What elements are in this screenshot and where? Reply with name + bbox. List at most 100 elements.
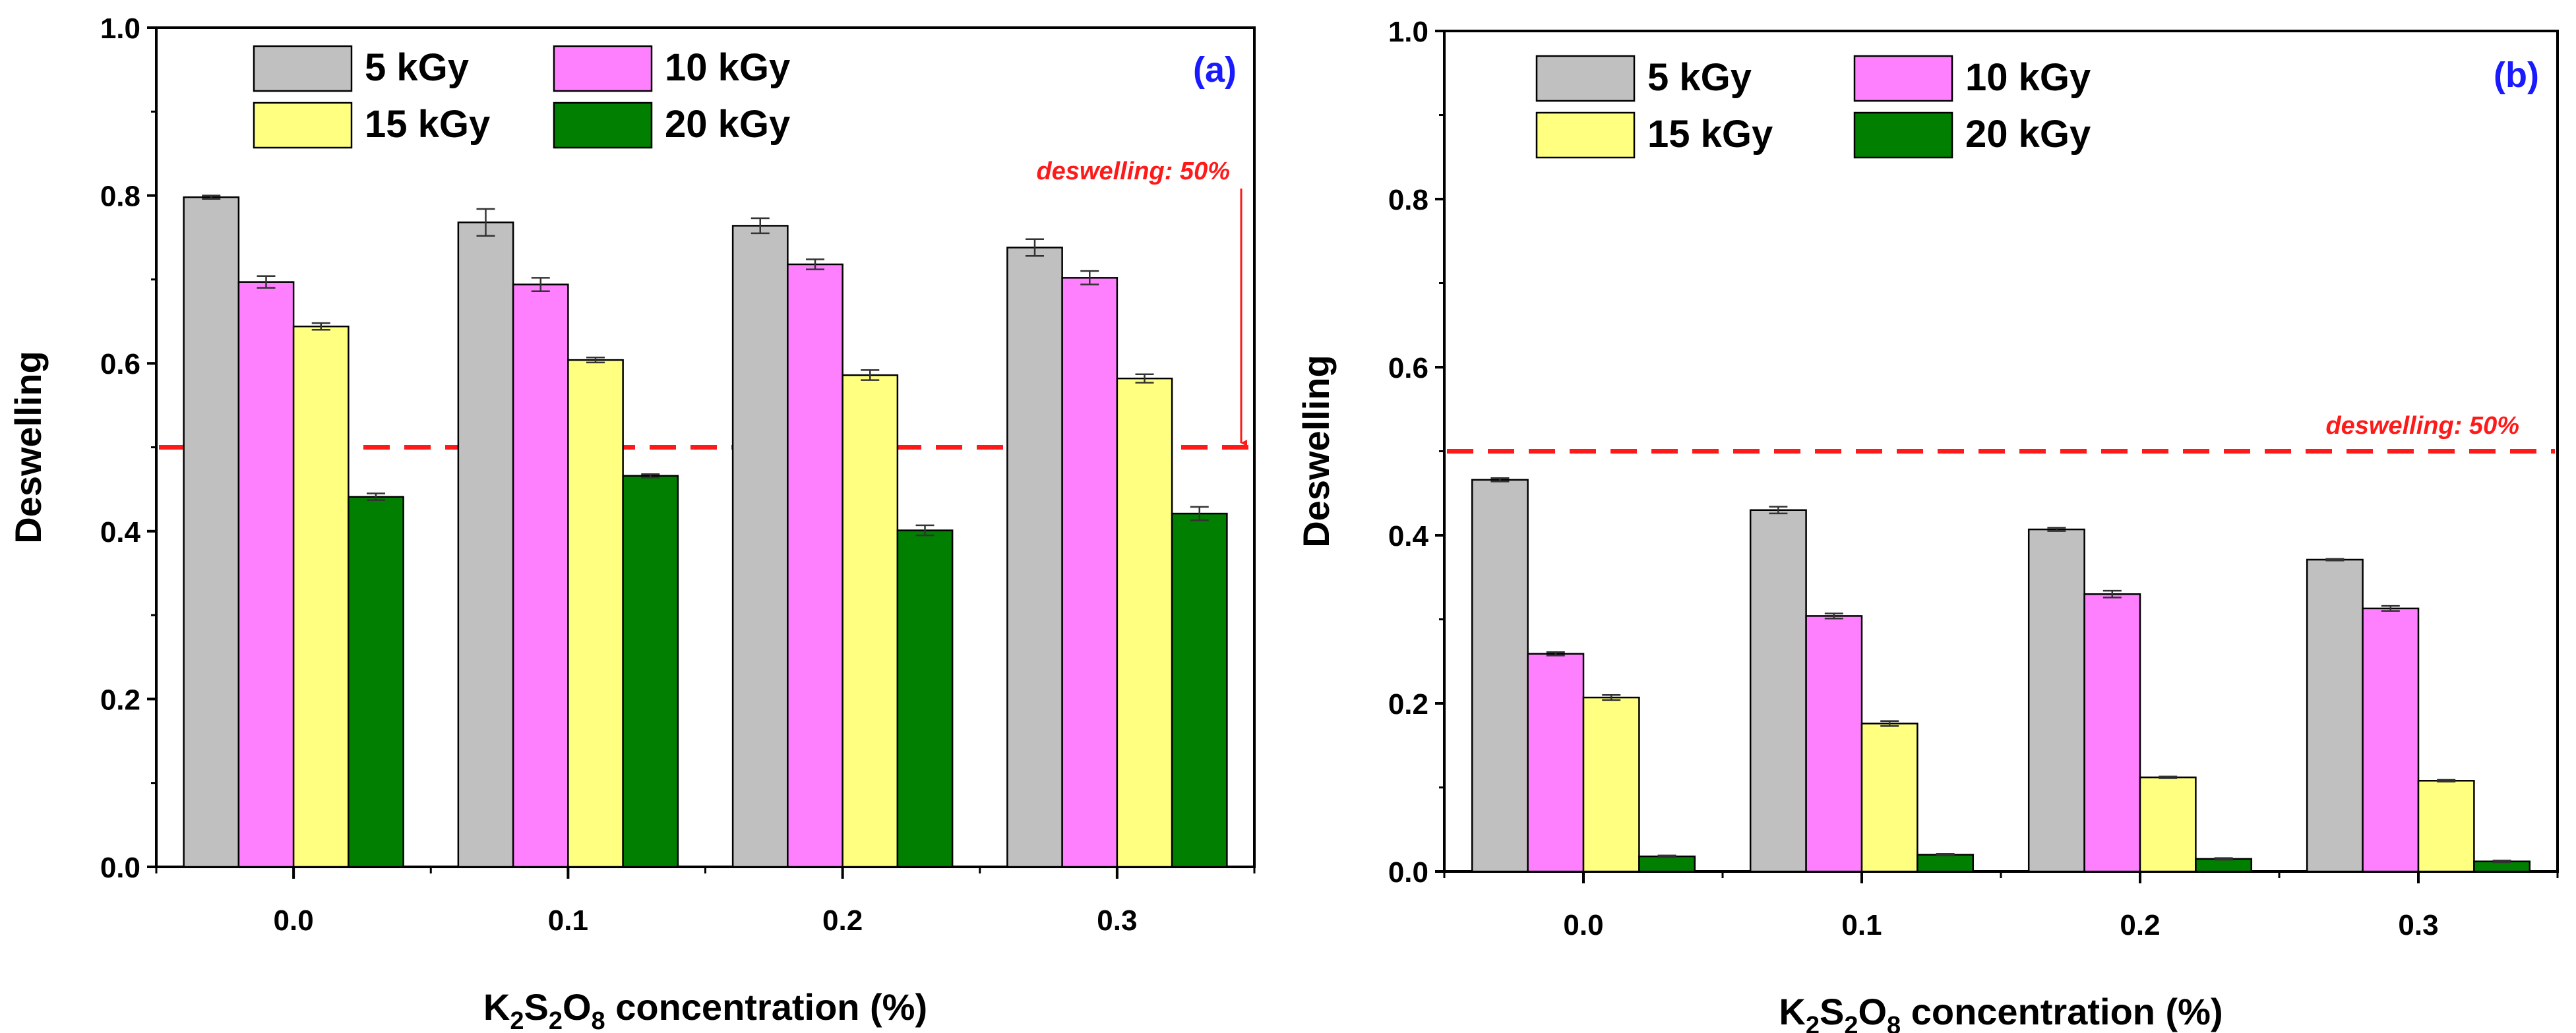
error-bar: [1936, 852, 1955, 857]
chart-panel-b: 0.0 0.2 0.4 0.6 0.8 1.0 0.0 0.1 0.2 0.3 deswelling…: [1295, 16, 2559, 1033]
legend-label: 5 kGy: [1647, 56, 1752, 99]
bar: [1527, 653, 1585, 873]
legend-label: 20 kGy: [1965, 113, 2091, 156]
error-bar: [1880, 720, 1899, 727]
x-tick-label: 0.2: [2120, 909, 2160, 941]
error-bar: [586, 357, 605, 364]
bar: [622, 475, 679, 868]
chart-panel-a: 0.0 0.2 0.4 0.6 0.8 1.0 0.0 0.1 0.2 0.3 deswelling…: [7, 13, 1256, 1033]
bar: [1006, 247, 1063, 868]
panel-label: (b): [2494, 55, 2539, 95]
error-bar: [2381, 605, 2400, 612]
bar: [292, 325, 350, 868]
x-axis-title-part: S: [1820, 991, 1844, 1032]
bar: [512, 283, 569, 868]
error-bar: [2437, 779, 2456, 782]
bar: [896, 529, 954, 868]
legend-swatch: [1535, 111, 1636, 159]
error-bar: [2159, 775, 2178, 779]
x-tick-label: 0.1: [548, 904, 588, 937]
error-bar: [1135, 373, 1154, 384]
y-tick-label: 0.2: [100, 684, 140, 716]
bar: [2139, 776, 2197, 873]
error-bar: [915, 524, 935, 537]
x-axis-title-part: O: [563, 986, 592, 1028]
bar: [457, 221, 514, 868]
bar: [2083, 593, 2141, 873]
bar: [842, 374, 899, 868]
x-tick-label: 0.3: [1097, 904, 1137, 937]
y-tick-label: 0.0: [1388, 856, 1428, 889]
error-bar: [1824, 612, 1843, 620]
x-tick-label: 0.1: [1841, 909, 1882, 941]
bar: [1471, 479, 1529, 873]
bar: [237, 281, 295, 868]
x-axis-title-part: O: [1858, 991, 1887, 1032]
y-tick-label: 0.4: [100, 516, 141, 548]
error-bar: [1769, 506, 1788, 515]
legend-label: 10 kGy: [1965, 56, 2091, 99]
reference-line-label: deswelling: 50%: [2325, 412, 2519, 440]
bar: [2195, 858, 2253, 873]
x-tick-label: 0.0: [274, 904, 314, 937]
legend-swatch: [1853, 55, 1953, 102]
x-axis-title-part: concentration (%): [1901, 991, 2223, 1032]
bar: [1749, 509, 1807, 873]
x-axis-title-part: K: [483, 986, 510, 1028]
error-bar: [806, 258, 824, 270]
error-bar: [257, 275, 276, 289]
y-tick-label: 0.0: [100, 852, 140, 884]
error-bar: [2102, 589, 2122, 599]
x-axis-title-subscript: 2: [510, 1007, 524, 1033]
error-bar: [2214, 857, 2233, 861]
error-bar: [476, 208, 495, 237]
x-axis-title-part: S: [524, 986, 548, 1028]
y-tick-label: 1.0: [100, 13, 140, 45]
error-bar: [751, 217, 770, 235]
y-axis-title: Deswelling: [1295, 355, 1337, 548]
reference-line-label: deswelling: 50%: [1036, 158, 1230, 185]
error-bar: [1190, 506, 1209, 521]
error-bar: [1080, 270, 1099, 285]
x-axis-title-subscript: 8: [592, 1007, 605, 1033]
error-bar: [367, 492, 385, 501]
error-bar: [1026, 238, 1044, 257]
error-bar: [1490, 477, 1510, 483]
legend-swatch: [553, 45, 653, 92]
bar: [567, 359, 624, 868]
panel-label: (a): [1193, 50, 1237, 90]
x-axis-title-part: K: [1779, 991, 1805, 1032]
legend-swatch: [253, 102, 353, 149]
y-tick-label: 0.6: [1388, 352, 1428, 384]
legend-swatch: [1853, 111, 1953, 159]
bar: [2306, 558, 2364, 873]
bar: [2027, 528, 2085, 873]
bar: [1638, 855, 1696, 873]
x-tick-label: 0.2: [822, 904, 863, 937]
legend-label: 15 kGy: [1647, 113, 1773, 156]
error-bar: [531, 277, 550, 292]
bar: [1116, 377, 1173, 868]
bar: [183, 196, 240, 868]
legend-swatch: [253, 45, 353, 92]
x-tick-label: 0.0: [1563, 909, 1603, 941]
legend-label: 20 kGy: [665, 103, 790, 146]
x-axis-title: K2S2O8 concentration (%): [1779, 991, 2223, 1033]
bar: [2417, 780, 2475, 873]
bar: [731, 225, 789, 868]
bar: [1805, 615, 1863, 873]
y-tick-label: 0.6: [100, 348, 140, 380]
bar: [2362, 607, 2420, 873]
error-bar: [311, 322, 330, 331]
x-axis-title-subscript: 2: [1806, 1012, 1820, 1033]
bar: [348, 496, 404, 868]
y-tick-label: 0.4: [1388, 520, 1429, 552]
legend-label: 10 kGy: [665, 46, 790, 89]
error-bar: [1657, 854, 1676, 858]
y-tick-label: 0.8: [100, 181, 140, 213]
x-tick-label: 0.3: [2398, 909, 2438, 941]
bar: [1860, 723, 1918, 873]
bar: [1917, 854, 1975, 873]
legend-swatch: [553, 102, 653, 149]
